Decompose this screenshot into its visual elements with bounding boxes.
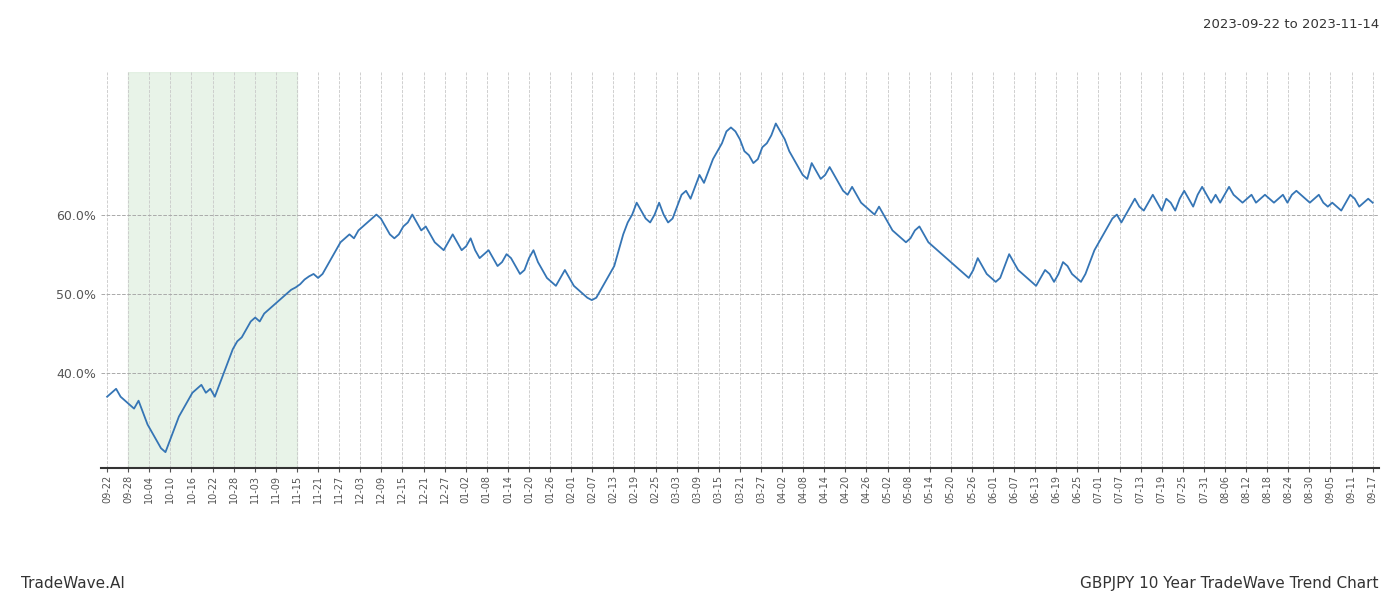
Text: GBPJPY 10 Year TradeWave Trend Chart: GBPJPY 10 Year TradeWave Trend Chart: [1081, 576, 1379, 591]
Bar: [129, 72, 297, 468]
Text: 2023-09-22 to 2023-11-14: 2023-09-22 to 2023-11-14: [1203, 18, 1379, 31]
Text: TradeWave.AI: TradeWave.AI: [21, 576, 125, 591]
